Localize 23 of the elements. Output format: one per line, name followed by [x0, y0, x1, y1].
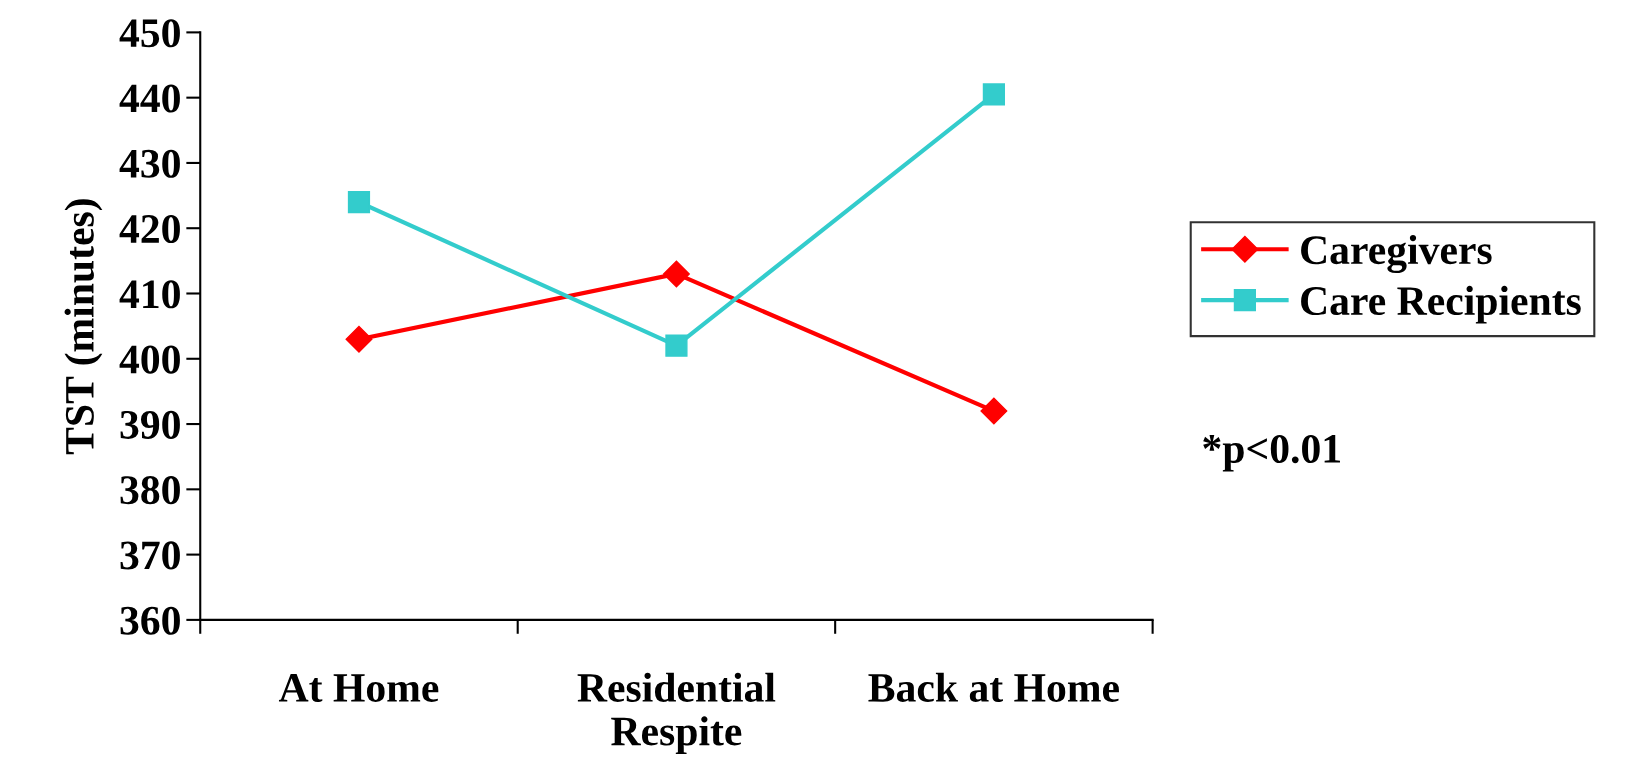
point	[662, 260, 690, 288]
y-tick-label: 360	[120, 606, 180, 635]
y-tick-label: 380	[120, 476, 180, 505]
y-tick-label: 440	[119, 84, 180, 113]
point	[982, 83, 1006, 106]
y-tick-label: 400	[119, 345, 180, 374]
y-tick-label: 390	[120, 410, 180, 439]
y-tick-label: 430	[119, 149, 180, 178]
y-tick-label: 420	[119, 214, 180, 244]
point	[345, 325, 373, 353]
text: *p<0.01	[1203, 434, 1340, 472]
y-axis-title: TST (minutes)	[64, 199, 103, 455]
point	[347, 190, 371, 214]
point	[665, 334, 688, 357]
x-tick-label: At Home	[278, 674, 439, 702]
y-tick-label: 370	[120, 541, 180, 570]
legend-label: Caregivers	[1301, 234, 1492, 274]
legend-label: Care Recipients	[1301, 285, 1581, 324]
y-tick-label: 450	[119, 19, 180, 48]
x-tick-label: Back at Home	[868, 672, 1119, 702]
point	[980, 397, 1008, 425]
y-tick-label: 410	[119, 280, 180, 309]
x-tick-label: Residential Respite	[577, 672, 776, 755]
